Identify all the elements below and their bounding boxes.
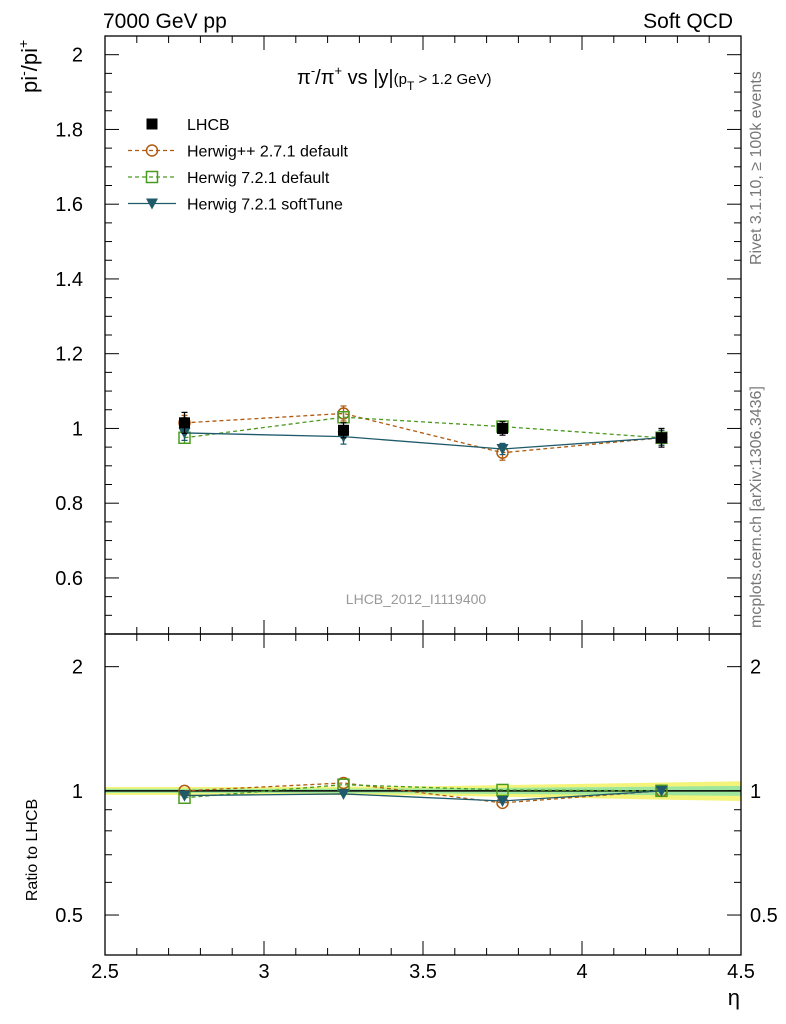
axes: 0.6 0.8 1 1.2 1.4 1.6 1.8 2 2.5 3 3.5 4 4.5 0.5 0.5 1 1 2… bbox=[55, 35, 778, 983]
ratio-y-tick-label: 0.5 bbox=[55, 905, 83, 927]
x-tick-label: 2.5 bbox=[91, 961, 119, 983]
series-line bbox=[184, 412, 662, 454]
header-left: 7000 GeV pp bbox=[103, 10, 227, 33]
x-tick-label: 4.5 bbox=[727, 961, 755, 983]
y-tick-label: 0.6 bbox=[55, 568, 83, 590]
y-tick-label: 1.8 bbox=[55, 119, 83, 141]
legend-entry: Herwig 7.2.1 softTune bbox=[128, 197, 343, 214]
ratio-y-tick-label: 2 bbox=[72, 657, 83, 679]
data-point bbox=[179, 417, 190, 429]
x-tick-label: 3.5 bbox=[409, 961, 437, 983]
legend-label: Herwig 7.2.1 default bbox=[187, 170, 330, 187]
legend: LHCB Herwig++ 2.7.1 default Herwig 7.2.1 d… bbox=[128, 117, 349, 214]
x-axis-title: η bbox=[728, 985, 740, 1010]
rivet-label: Rivet 3.1.10, ≥ 100k events bbox=[748, 71, 765, 265]
legend-marker bbox=[145, 170, 159, 184]
y-tick-label: 1.4 bbox=[55, 269, 83, 291]
legend-marker bbox=[145, 144, 159, 157]
main-panel-content bbox=[178, 405, 668, 461]
y-tick-label: 1.6 bbox=[55, 194, 83, 216]
series-line bbox=[184, 416, 662, 439]
ratio-ylabel: Ratio to LHCB bbox=[24, 799, 41, 901]
legend-entry: Herwig 7.2.1 default bbox=[128, 170, 330, 187]
ratio-point bbox=[496, 783, 509, 797]
ratio-line bbox=[184, 790, 662, 802]
ratio-panel-content bbox=[105, 776, 741, 810]
ratio-point bbox=[655, 785, 668, 797]
header-right: Soft QCD bbox=[643, 10, 733, 33]
ratio-line bbox=[184, 784, 662, 799]
y-tick-label: 0.8 bbox=[55, 493, 83, 515]
ratio-y-tick-label-right: 0.5 bbox=[750, 905, 778, 927]
legend-marker bbox=[146, 118, 158, 130]
legend-entry: LHCB bbox=[146, 117, 230, 134]
chart-title: π-/π+ vs |y|(pT > 1.2 GeV) bbox=[297, 63, 491, 93]
x-tick-label: 4 bbox=[576, 961, 587, 983]
data-point bbox=[656, 432, 667, 444]
ratio-point bbox=[178, 790, 191, 802]
analysis-watermark: LHCB_2012_I1119400 bbox=[346, 591, 487, 607]
legend-entry: Herwig++ 2.7.1 default bbox=[128, 144, 349, 161]
series-line bbox=[184, 432, 662, 450]
ratio-y-tick-label-right: 2 bbox=[750, 657, 761, 679]
ratio-line bbox=[184, 782, 662, 804]
y-tick-label: 1.2 bbox=[55, 344, 83, 366]
ratio-series-2 bbox=[178, 785, 668, 807]
y-tick-label: 1 bbox=[72, 418, 83, 440]
ratio-point bbox=[496, 795, 509, 807]
data-point bbox=[496, 443, 509, 455]
series-0 bbox=[179, 411, 667, 448]
mcplots-label: mcplots.cern.ch [arXiv:1306.3436] bbox=[748, 386, 765, 628]
legend-label: Herwig++ 2.7.1 default bbox=[187, 144, 349, 161]
y-tick-label: 2 bbox=[72, 45, 83, 67]
ratio-y-tick-label: 1 bbox=[72, 781, 83, 803]
main-ylabel: pi-/pi+ bbox=[15, 40, 42, 93]
legend-label: LHCB bbox=[187, 117, 230, 134]
data-point bbox=[497, 422, 508, 434]
legend-marker bbox=[146, 198, 158, 210]
series-1 bbox=[178, 405, 668, 461]
ratio-y-tick-label-right: 1 bbox=[750, 781, 761, 803]
data-point bbox=[338, 424, 349, 436]
ratio-point bbox=[337, 788, 350, 800]
legend-label: Herwig 7.2.1 softTune bbox=[187, 197, 343, 214]
series-3 bbox=[178, 424, 668, 456]
x-tick-label: 3 bbox=[258, 961, 269, 983]
series-2 bbox=[178, 410, 668, 445]
